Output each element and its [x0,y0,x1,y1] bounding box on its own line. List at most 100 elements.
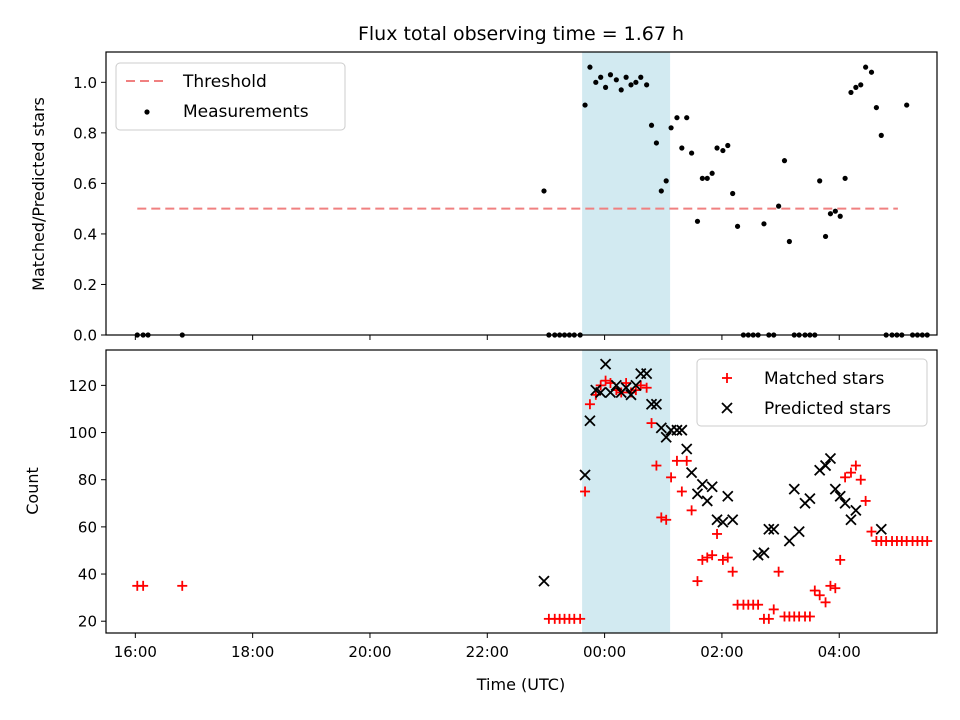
predicted-star-point [538,575,550,587]
y-tick-label: 0.2 [73,276,97,294]
measurement-point [694,218,701,224]
predicted-star-point [660,431,672,443]
predicted-star-point [579,469,591,481]
predicted-star-point [620,382,632,394]
matched-star-point [835,554,846,565]
predicted-star-point [706,481,718,493]
chart-title: Flux total observing time = 1.67 h [358,23,684,45]
matched-star-point [773,566,784,577]
y-tick-label: 0.8 [73,124,97,142]
measurement-point [587,64,593,70]
legend-threshold-label: Threshold [182,72,267,92]
measurement-point [598,74,604,80]
top-highlight-span [582,52,671,335]
matched-star-point [753,599,764,610]
measurement-point [628,82,634,88]
legend-box [115,62,346,131]
predicted-star-point [768,523,780,535]
predicted-star-point [610,379,622,392]
matched-star-point [922,536,933,547]
matched-star-point [600,375,611,386]
y-tick-label: 20 [78,613,97,631]
measurement-point [720,147,726,154]
matched-star-point [575,613,586,624]
measurement-point [633,79,639,85]
bottom-legend: Matched stars Predicted stars [696,358,928,427]
measurement-point [817,178,823,184]
matched-star-point [692,576,703,587]
matched-star-point [717,554,728,565]
predicted-star-point [783,535,796,547]
measurement-point [832,208,838,214]
matched-star-point [830,583,841,594]
measurement-point [781,158,788,164]
measurement-point [848,89,854,96]
matched-star-point [635,380,646,391]
measurement-point [837,213,843,219]
legend-measurements-label: Measurements [183,102,309,122]
matched-star-point [681,455,692,466]
predicted-star-point [691,488,704,500]
predicted-star-point [655,422,667,434]
legend-matched-swatch [722,373,732,383]
measurement-point [725,142,731,149]
measurement-point [689,150,695,156]
matched-star-point [138,580,149,591]
matched-star-point [850,460,861,471]
matched-star-point [584,399,595,410]
predicted-star-point [599,358,612,370]
predicted-star-point [671,424,683,436]
matched-star-point [727,566,738,577]
predicted-star-point [793,525,805,538]
matched-star-point [580,486,591,497]
measurement-point [842,175,848,181]
measurement-point [674,115,680,121]
matched-star-point [866,526,877,537]
measurement-point [786,238,792,245]
measurement-point [873,104,879,111]
measurement-point [863,64,869,70]
top-legend: Threshold Measurements [115,62,346,131]
measurement-point [541,188,547,194]
plot-frame [105,349,938,634]
predicted-star-point [701,495,713,507]
predicted-star-point [676,424,688,436]
measurement-point [607,72,614,78]
measurement-point [653,140,660,146]
measurement-point [878,132,884,138]
measurement-point [684,115,690,121]
x-tick-label: 02:00 [700,643,743,661]
matched-star-point [763,613,774,624]
predicted-star-point [824,452,837,465]
plot-frame [105,51,938,336]
matched-star-point [768,604,779,615]
measurement-point [648,122,655,128]
measurement-point [658,188,664,194]
predicted-star-point [584,415,596,427]
predicted-star-point [595,386,607,399]
y-tick-label: 40 [78,566,97,584]
predicted-star-point [834,490,846,502]
y-tick-label: 80 [78,471,97,489]
measurement-point [709,170,715,176]
predicted-star-point [696,478,709,491]
measurement-point [822,233,829,240]
predicted-star-point [752,549,764,561]
matched-star-point [722,552,733,563]
matched-star-point [646,418,657,429]
measurement-point [734,223,741,229]
predicted-star-point [645,398,658,410]
matched-star-point [621,378,632,389]
matched-star-point [641,382,652,393]
y-tick-label: 0.4 [73,225,97,243]
predicted-star-point [681,443,693,455]
y-tick-label: 1.0 [73,74,97,92]
predicted-star-point [722,490,734,502]
x-tick-label: 04:00 [818,643,861,661]
measurement-point [679,145,685,151]
measurement-point [776,203,782,209]
bottom-axes: 20 40 60 80 100 120 16:00 18:00 20:00 22:00 00:00 0… [68,349,938,661]
predicted-star-point [711,514,723,526]
predicted-star-point [685,466,698,479]
